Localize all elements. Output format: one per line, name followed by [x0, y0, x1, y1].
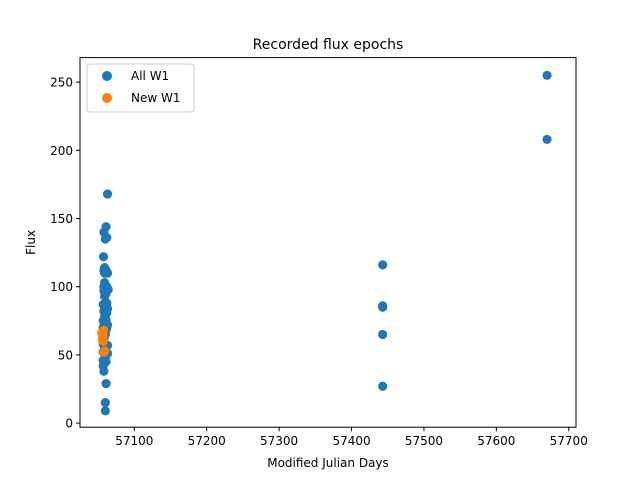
x-axis-ticks: 57100 57200 57300 57400 57500 57600 57700: [115, 427, 588, 448]
data-point-all-w1-32: [101, 222, 111, 232]
data-point-new-w1-7: [100, 346, 110, 356]
x-tick-label: 57300: [260, 434, 298, 448]
y-axis-ticks: 0 50 100 150 200 250: [50, 76, 80, 431]
data-point-all-w1-58: [378, 381, 388, 391]
data-point-all-w1-15: [99, 366, 109, 376]
data-point-all-w1-56: [378, 302, 388, 312]
x-tick-label: 57100: [115, 434, 153, 448]
data-point-all-w1-39: [101, 378, 111, 389]
legend-label-all-w1: All W1: [131, 69, 169, 83]
x-axis-label: Modified Julian Days: [267, 456, 389, 470]
data-point-new-w1-5: [99, 325, 109, 335]
data-point-all-w1-59: [542, 70, 552, 80]
data-point-all-w1-31: [100, 398, 110, 408]
data-point-all-w1-40: [102, 233, 112, 243]
y-axis-label: Flux: [24, 230, 38, 255]
data-point-all-w1-53: [103, 284, 113, 295]
x-tick-label: 57200: [188, 434, 226, 448]
data-point-all-w1-47: [102, 268, 113, 278]
x-tick-label: 57500: [405, 434, 443, 448]
data-point-all-w1-30: [100, 406, 110, 416]
plot-frame: [79, 57, 577, 428]
legend-label-new-w1: New W1: [131, 91, 181, 105]
legend: All W1 New W1: [86, 63, 195, 113]
x-tick-label: 57400: [332, 434, 370, 448]
y-tick-label: 100: [50, 280, 73, 294]
data-point-all-w1-60: [542, 134, 552, 145]
legend-box: [86, 63, 195, 113]
x-tick-label: 57700: [550, 434, 588, 448]
data-point-all-w1-57: [378, 329, 388, 340]
y-tick-label: 200: [50, 144, 73, 158]
chart-title: Recorded flux epochs: [253, 37, 404, 53]
data-point-all-w1-49: [102, 303, 113, 314]
points-layer: [97, 70, 552, 416]
legend-marker-new-w1: [102, 93, 112, 103]
y-tick-label: 0: [65, 417, 73, 431]
y-tick-label: 250: [50, 76, 73, 90]
y-tick-label: 50: [58, 348, 73, 362]
legend-marker-all-w1: [102, 71, 112, 81]
data-point-all-w1-8: [98, 252, 109, 262]
data-point-all-w1-54: [378, 260, 388, 270]
y-tick-label: 150: [50, 212, 73, 226]
data-point-all-w1-38: [101, 357, 111, 367]
x-tick-label: 57600: [477, 434, 515, 448]
data-point-all-w1-46: [102, 189, 113, 199]
